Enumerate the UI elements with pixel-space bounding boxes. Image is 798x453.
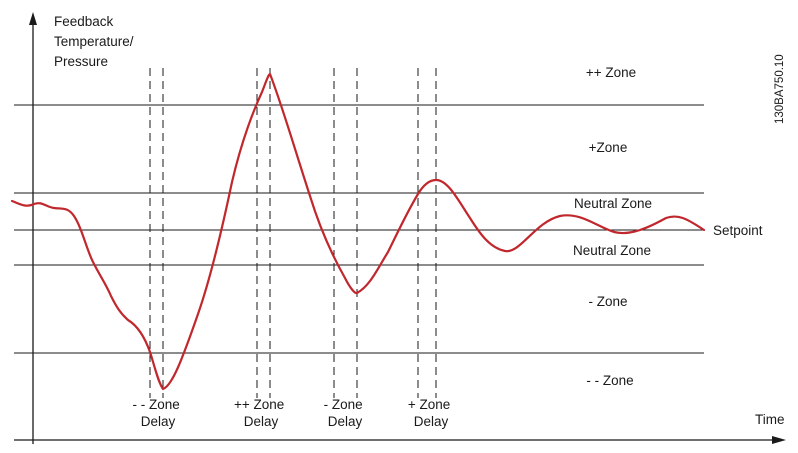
x-axis-label: Time [755, 412, 785, 427]
zone-label-neutral-lower: Neutral Zone [573, 243, 651, 258]
delay-label-2: ++ Zone Delay [234, 397, 288, 429]
delay-label-1: - - Zone Delay [132, 397, 183, 429]
y-axis-arrow [29, 12, 37, 25]
delay-label-1-line-2: Delay [141, 414, 176, 429]
y-axis-label-line-2: Temperature/ [54, 34, 134, 49]
zone-label-p: +Zone [589, 140, 628, 155]
zone-label-pp: ++ Zone [586, 65, 636, 80]
setpoint-label: Setpoint [713, 223, 763, 238]
delay-label-3-line-1: - Zone [324, 397, 363, 412]
delay-label-4-line-1: + Zone [408, 397, 450, 412]
zone-label-neutral-upper: Neutral Zone [574, 196, 652, 211]
delay-label-3-line-2: Delay [328, 414, 363, 429]
document-code: 130BA750.10 [774, 54, 786, 124]
delay-label-1-line-1: - - Zone [132, 397, 179, 412]
feedback-curve [12, 74, 704, 389]
delay-label-4-line-2: Delay [414, 414, 449, 429]
y-axis-label-line-1: Feedback [54, 14, 114, 29]
delay-label-3: - Zone Delay [324, 397, 367, 429]
delay-label-2-line-1: ++ Zone [234, 397, 284, 412]
y-axis-label: Feedback Temperature/ Pressure [54, 14, 137, 69]
x-axis-arrow [772, 436, 786, 444]
zone-label-m: - Zone [588, 294, 627, 309]
y-axis-label-line-3: Pressure [54, 54, 108, 69]
delay-label-2-line-2: Delay [244, 414, 279, 429]
zone-label-mm: - - Zone [586, 373, 633, 388]
delay-markers [150, 68, 436, 398]
delay-label-4: + Zone Delay [408, 397, 454, 429]
